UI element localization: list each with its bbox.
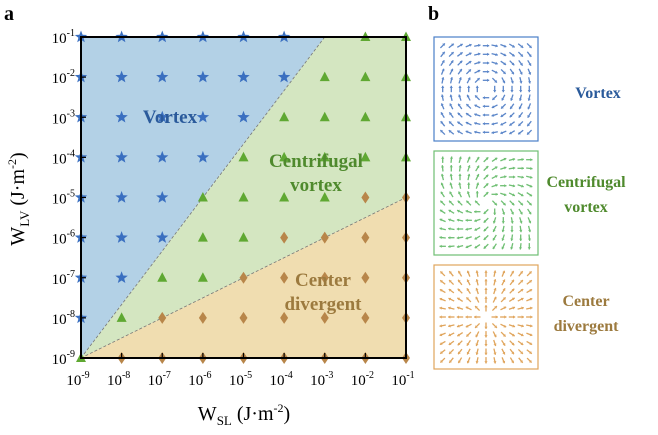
panel-label-b: b <box>428 3 439 25</box>
star-marker <box>115 110 128 123</box>
star-marker <box>196 70 210 83</box>
triangle-marker <box>360 151 371 162</box>
x-tick-label: 10-7 <box>148 370 171 389</box>
y-tick-label: 10-6 <box>52 229 75 248</box>
diamond-marker <box>361 271 370 284</box>
region-label-centrifugal: Centrifugal <box>269 151 363 172</box>
y-tick-label: 10-4 <box>52 148 75 167</box>
diamond-marker <box>239 271 248 284</box>
star-marker <box>156 110 169 123</box>
x-tick-label: 10-9 <box>66 370 89 389</box>
region-label-center: Center <box>295 270 351 291</box>
triangle-marker <box>197 192 208 202</box>
diamond-marker <box>280 231 289 244</box>
x-tick-label: 10-5 <box>229 370 252 389</box>
panel-label-a: a <box>4 3 14 25</box>
triangle-marker <box>197 272 208 282</box>
field-panel-radial <box>433 264 539 370</box>
side-label-centrifugal-vortex: vortex <box>564 199 608 216</box>
region-label-vortex-2: vortex <box>290 175 342 196</box>
triangle-marker <box>319 111 330 122</box>
x-tick-label: 10-2 <box>351 370 374 389</box>
x-tick-label: 10-4 <box>269 370 292 389</box>
diamond-marker <box>280 311 289 324</box>
star-marker <box>115 271 128 283</box>
triangle-marker <box>238 192 249 202</box>
diamond-marker <box>280 271 289 284</box>
x-tick-label: 10-1 <box>391 370 414 389</box>
triangle-marker <box>157 272 168 282</box>
diamond-marker <box>361 311 370 324</box>
diamond-marker <box>198 311 207 324</box>
diamond-marker <box>320 231 329 244</box>
diamond-marker <box>361 191 370 204</box>
y-tick-label: 10-3 <box>52 108 75 127</box>
diamond-marker <box>361 231 370 244</box>
side-label-centrifugal: Centrifugal <box>546 174 626 191</box>
side-label-divergent: divergent <box>554 318 620 335</box>
y-tick-label: 10-1 <box>52 28 75 47</box>
triangle-marker <box>238 232 249 242</box>
star-marker <box>115 70 128 83</box>
triangle-marker <box>279 111 290 122</box>
triangle-marker <box>279 192 290 202</box>
y-tick-label: 10-2 <box>52 68 75 87</box>
star-marker <box>196 150 210 163</box>
diamond-marker <box>239 311 248 324</box>
y-axis-label: WLV (J·m-2) <box>5 152 32 245</box>
triangle-marker <box>319 71 330 82</box>
field-panel-vortex <box>433 36 539 142</box>
side-label-center: Center <box>562 293 609 310</box>
axis-ticks: 10-9 10-9 10-8 10-8 10-7 10-7 10-6 10-6 10-5 10-5… <box>52 28 415 389</box>
region-label-divergent: divergent <box>284 294 362 315</box>
x-tick-label: 10-3 <box>310 370 333 389</box>
region-label-vortex: Vortex <box>143 107 198 128</box>
star-marker <box>237 70 250 83</box>
triangle-marker <box>319 192 330 202</box>
triangle-marker <box>360 111 371 122</box>
star-marker <box>237 110 250 123</box>
field-pattern-panels <box>433 36 539 370</box>
star-marker <box>156 150 169 163</box>
diamond-marker <box>320 311 329 324</box>
triangle-marker <box>279 151 290 162</box>
side-label-vortex: Vortex <box>575 85 621 102</box>
y-tick-label: 10-8 <box>52 309 75 328</box>
star-marker <box>115 150 128 163</box>
plot-area: 10-9 10-9 10-8 10-8 10-7 10-7 10-6 10-6 10-5 10-5… <box>52 28 415 389</box>
field-panel-spiral <box>433 150 539 256</box>
star-marker <box>196 110 210 123</box>
y-tick-label: 10-9 <box>52 349 75 368</box>
triangle-marker <box>238 151 249 162</box>
star-marker <box>156 191 169 203</box>
triangle-marker <box>319 151 330 162</box>
x-tick-label: 10-8 <box>107 370 130 389</box>
diamond-marker <box>320 271 329 284</box>
star-marker <box>277 70 291 83</box>
star-marker <box>115 231 128 243</box>
triangle-marker <box>197 232 208 242</box>
triangle-marker <box>116 312 127 322</box>
diamond-marker <box>158 311 167 324</box>
y-tick-label: 10-5 <box>52 189 75 208</box>
y-tick-label: 10-7 <box>52 269 75 288</box>
x-tick-label: 10-6 <box>188 370 211 389</box>
x-axis-label: WSL (J·m-2) <box>198 401 290 428</box>
star-marker <box>156 70 169 83</box>
star-marker <box>156 231 169 243</box>
star-marker <box>115 191 128 203</box>
triangle-marker <box>360 71 371 82</box>
